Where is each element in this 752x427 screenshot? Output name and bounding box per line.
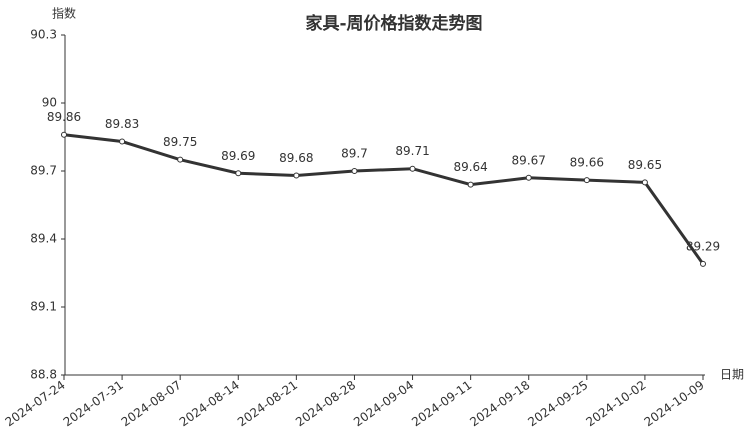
data-label: 89.66 [570,156,604,170]
y-tick-label: 88.8 [30,368,57,382]
data-point [641,179,648,186]
data-point [351,168,358,174]
y-tick-label: 89.1 [30,300,57,314]
data-point [119,138,126,145]
data-point [61,131,67,138]
x-tick-label: 2024-08-28 [293,378,358,427]
y-axis-label: 指数 [52,6,76,21]
x-tick-label: 2024-10-02 [583,378,648,427]
data-label: 89.71 [395,144,429,158]
data-point [177,156,184,163]
data-label: 89.75 [163,135,197,149]
x-tick-label: 2024-07-31 [61,378,126,427]
data-label: 89.64 [453,160,487,174]
y-tick-label: 89.4 [30,232,57,246]
data-point [409,165,416,172]
x-axis-label: 日期 [720,368,744,382]
y-tick-label: 90.3 [30,28,57,42]
data-point [293,172,300,179]
y-tick-label: 89.7 [30,164,57,178]
y-tick-label: 90 [42,96,57,110]
data-point [525,174,532,181]
data-label: 89.83 [105,117,139,131]
x-tick-label: 2024-09-25 [525,378,590,427]
x-tick-label: 2024-10-09 [642,378,707,427]
data-label: 89.68 [279,151,313,165]
data-label: 89.67 [512,153,546,167]
x-tick-label: 2024-09-11 [409,378,474,427]
data-label: 89.86 [47,110,81,124]
data-line [63,133,705,265]
x-tick-label: 2024-09-18 [467,378,532,427]
data-label: 89.7 [341,147,368,161]
x-tick-label: 2024-07-24 [3,378,68,427]
data-point [700,260,706,267]
x-tick-label: 2024-08-21 [235,378,300,427]
x-tick-label: 2024-08-14 [177,378,242,427]
data-label: 89.29 [686,239,720,253]
chart-title: 家具-周价格指数走势图 [305,13,482,34]
data-label: 89.69 [221,149,255,163]
x-tick-label: 2024-09-04 [351,378,416,427]
x-tick-label: 2024-08-07 [119,378,184,427]
data-point [583,177,590,184]
data-point [235,170,242,177]
data-label: 89.65 [628,158,662,172]
data-point [467,181,474,188]
